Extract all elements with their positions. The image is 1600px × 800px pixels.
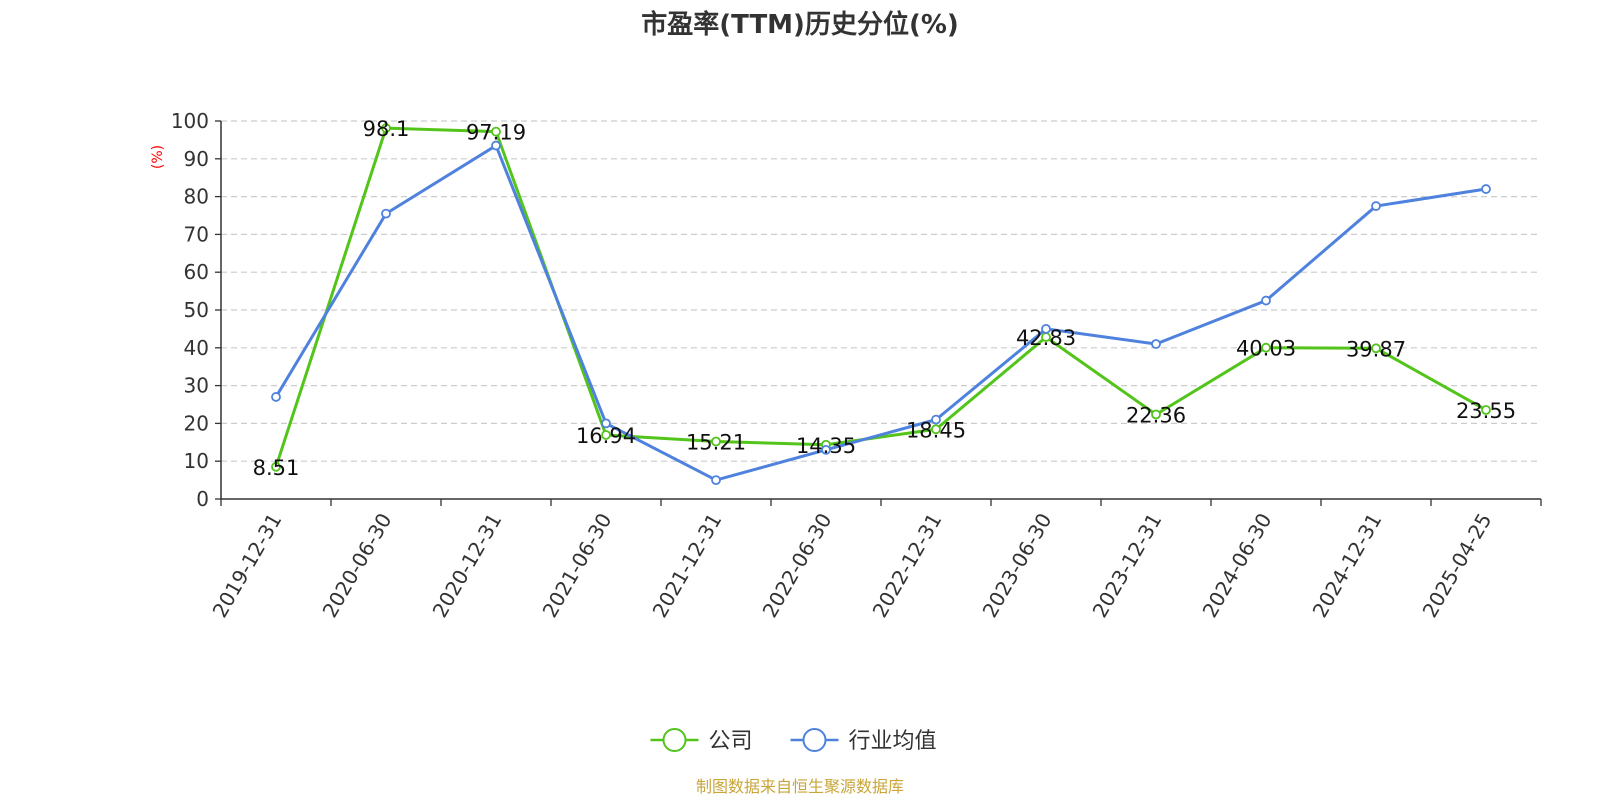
data-label: 40.03	[1236, 337, 1296, 361]
series-line-0	[274, 126, 1487, 468]
data-label: 16.94	[576, 424, 636, 448]
series-point-0	[1481, 405, 1491, 415]
series-point-0	[381, 123, 391, 134]
series	[271, 123, 1491, 486]
series-point-0	[491, 126, 501, 137]
x-tick-label: 2024-12-31	[1307, 509, 1386, 622]
legend-label: 公司	[709, 729, 753, 754]
legend-marker	[802, 728, 827, 752]
series-line-1	[274, 144, 1487, 482]
x-tick-label: 2022-06-30	[757, 509, 836, 622]
series-point-0	[601, 430, 611, 440]
series-point-0	[1151, 409, 1161, 420]
series-point-1	[1151, 339, 1161, 349]
data-label: 15.21	[686, 431, 746, 455]
y-tick-label: 40	[184, 336, 209, 360]
x-tick-label: 2021-12-31	[647, 509, 726, 622]
data-label: 97.19	[466, 121, 526, 145]
series-point-1	[1371, 201, 1381, 211]
x-tick-label: 2024-06-30	[1197, 509, 1276, 622]
series-point-1	[381, 208, 391, 219]
series-point-1	[271, 392, 281, 402]
data-label: 42.83	[1016, 326, 1076, 350]
y-tick-label: 20	[184, 411, 209, 435]
legend: 公司 行业均值	[650, 728, 937, 754]
data-label: 14.35	[796, 434, 856, 458]
source-note: 制图数据来自恒生聚源数据库	[696, 777, 904, 796]
x-tick-label: 2023-12-31	[1087, 509, 1166, 622]
axes: 0 10 20 30 40 50 60 70 80 90 100 2019-12-31 2020-06-…	[171, 109, 1542, 622]
y-tick-label: 50	[184, 298, 209, 322]
grid-lines	[221, 120, 1541, 462]
legend-label: 行业均值	[849, 729, 937, 754]
data-label: 22.36	[1126, 403, 1186, 427]
series-point-1	[821, 444, 831, 455]
data-label: 8.51	[253, 456, 300, 480]
x-tick-label: 2025-04-25	[1417, 509, 1496, 622]
data-labels: 8.51 98.1 97.19 16.94 15.21 14.35 18.45 42.83 22…	[253, 117, 1516, 480]
y-tick-label: 70	[184, 222, 209, 246]
x-tick-label: 2022-12-31	[867, 509, 946, 622]
data-label: 98.1	[363, 117, 410, 141]
y-tick-label: 60	[184, 260, 209, 284]
y-axis-label: (%)	[150, 145, 166, 169]
series-point-0	[1371, 343, 1381, 354]
x-tick-label: 2019-12-31	[207, 509, 286, 622]
y-tick-label: 0	[196, 487, 209, 511]
y-tick-label: 80	[184, 185, 209, 209]
series-point-0	[271, 461, 281, 472]
series-point-1	[711, 475, 721, 486]
y-tick-label: 90	[184, 147, 209, 171]
data-label: 18.45	[906, 418, 966, 442]
series-point-0	[1261, 342, 1271, 353]
data-label: 23.55	[1456, 399, 1516, 423]
series-point-1	[601, 418, 611, 429]
x-tick-label: 2020-06-30	[317, 509, 396, 622]
series-point-1	[1041, 323, 1051, 334]
legend-item-0[interactable]: 公司	[650, 728, 753, 754]
series-point-1	[931, 414, 941, 425]
series-point-0	[931, 424, 941, 435]
series-point-0	[711, 436, 721, 447]
x-tick-label: 2023-06-30	[977, 509, 1056, 622]
data-label: 39.87	[1346, 337, 1406, 361]
x-tick-label: 2020-12-31	[427, 509, 506, 622]
chart-title: 市盈率(TTM)历史分位(%)	[641, 9, 959, 40]
series-point-1	[1261, 295, 1271, 306]
y-tick-label: 30	[184, 374, 209, 398]
legend-item-1[interactable]: 行业均值	[790, 728, 937, 754]
legend-marker	[662, 728, 687, 752]
series-point-1	[1481, 184, 1491, 194]
series-point-1	[491, 140, 501, 151]
x-tick-label: 2021-06-30	[537, 509, 616, 622]
y-tick-label: 100	[171, 109, 209, 133]
y-tick-label: 10	[184, 449, 209, 473]
